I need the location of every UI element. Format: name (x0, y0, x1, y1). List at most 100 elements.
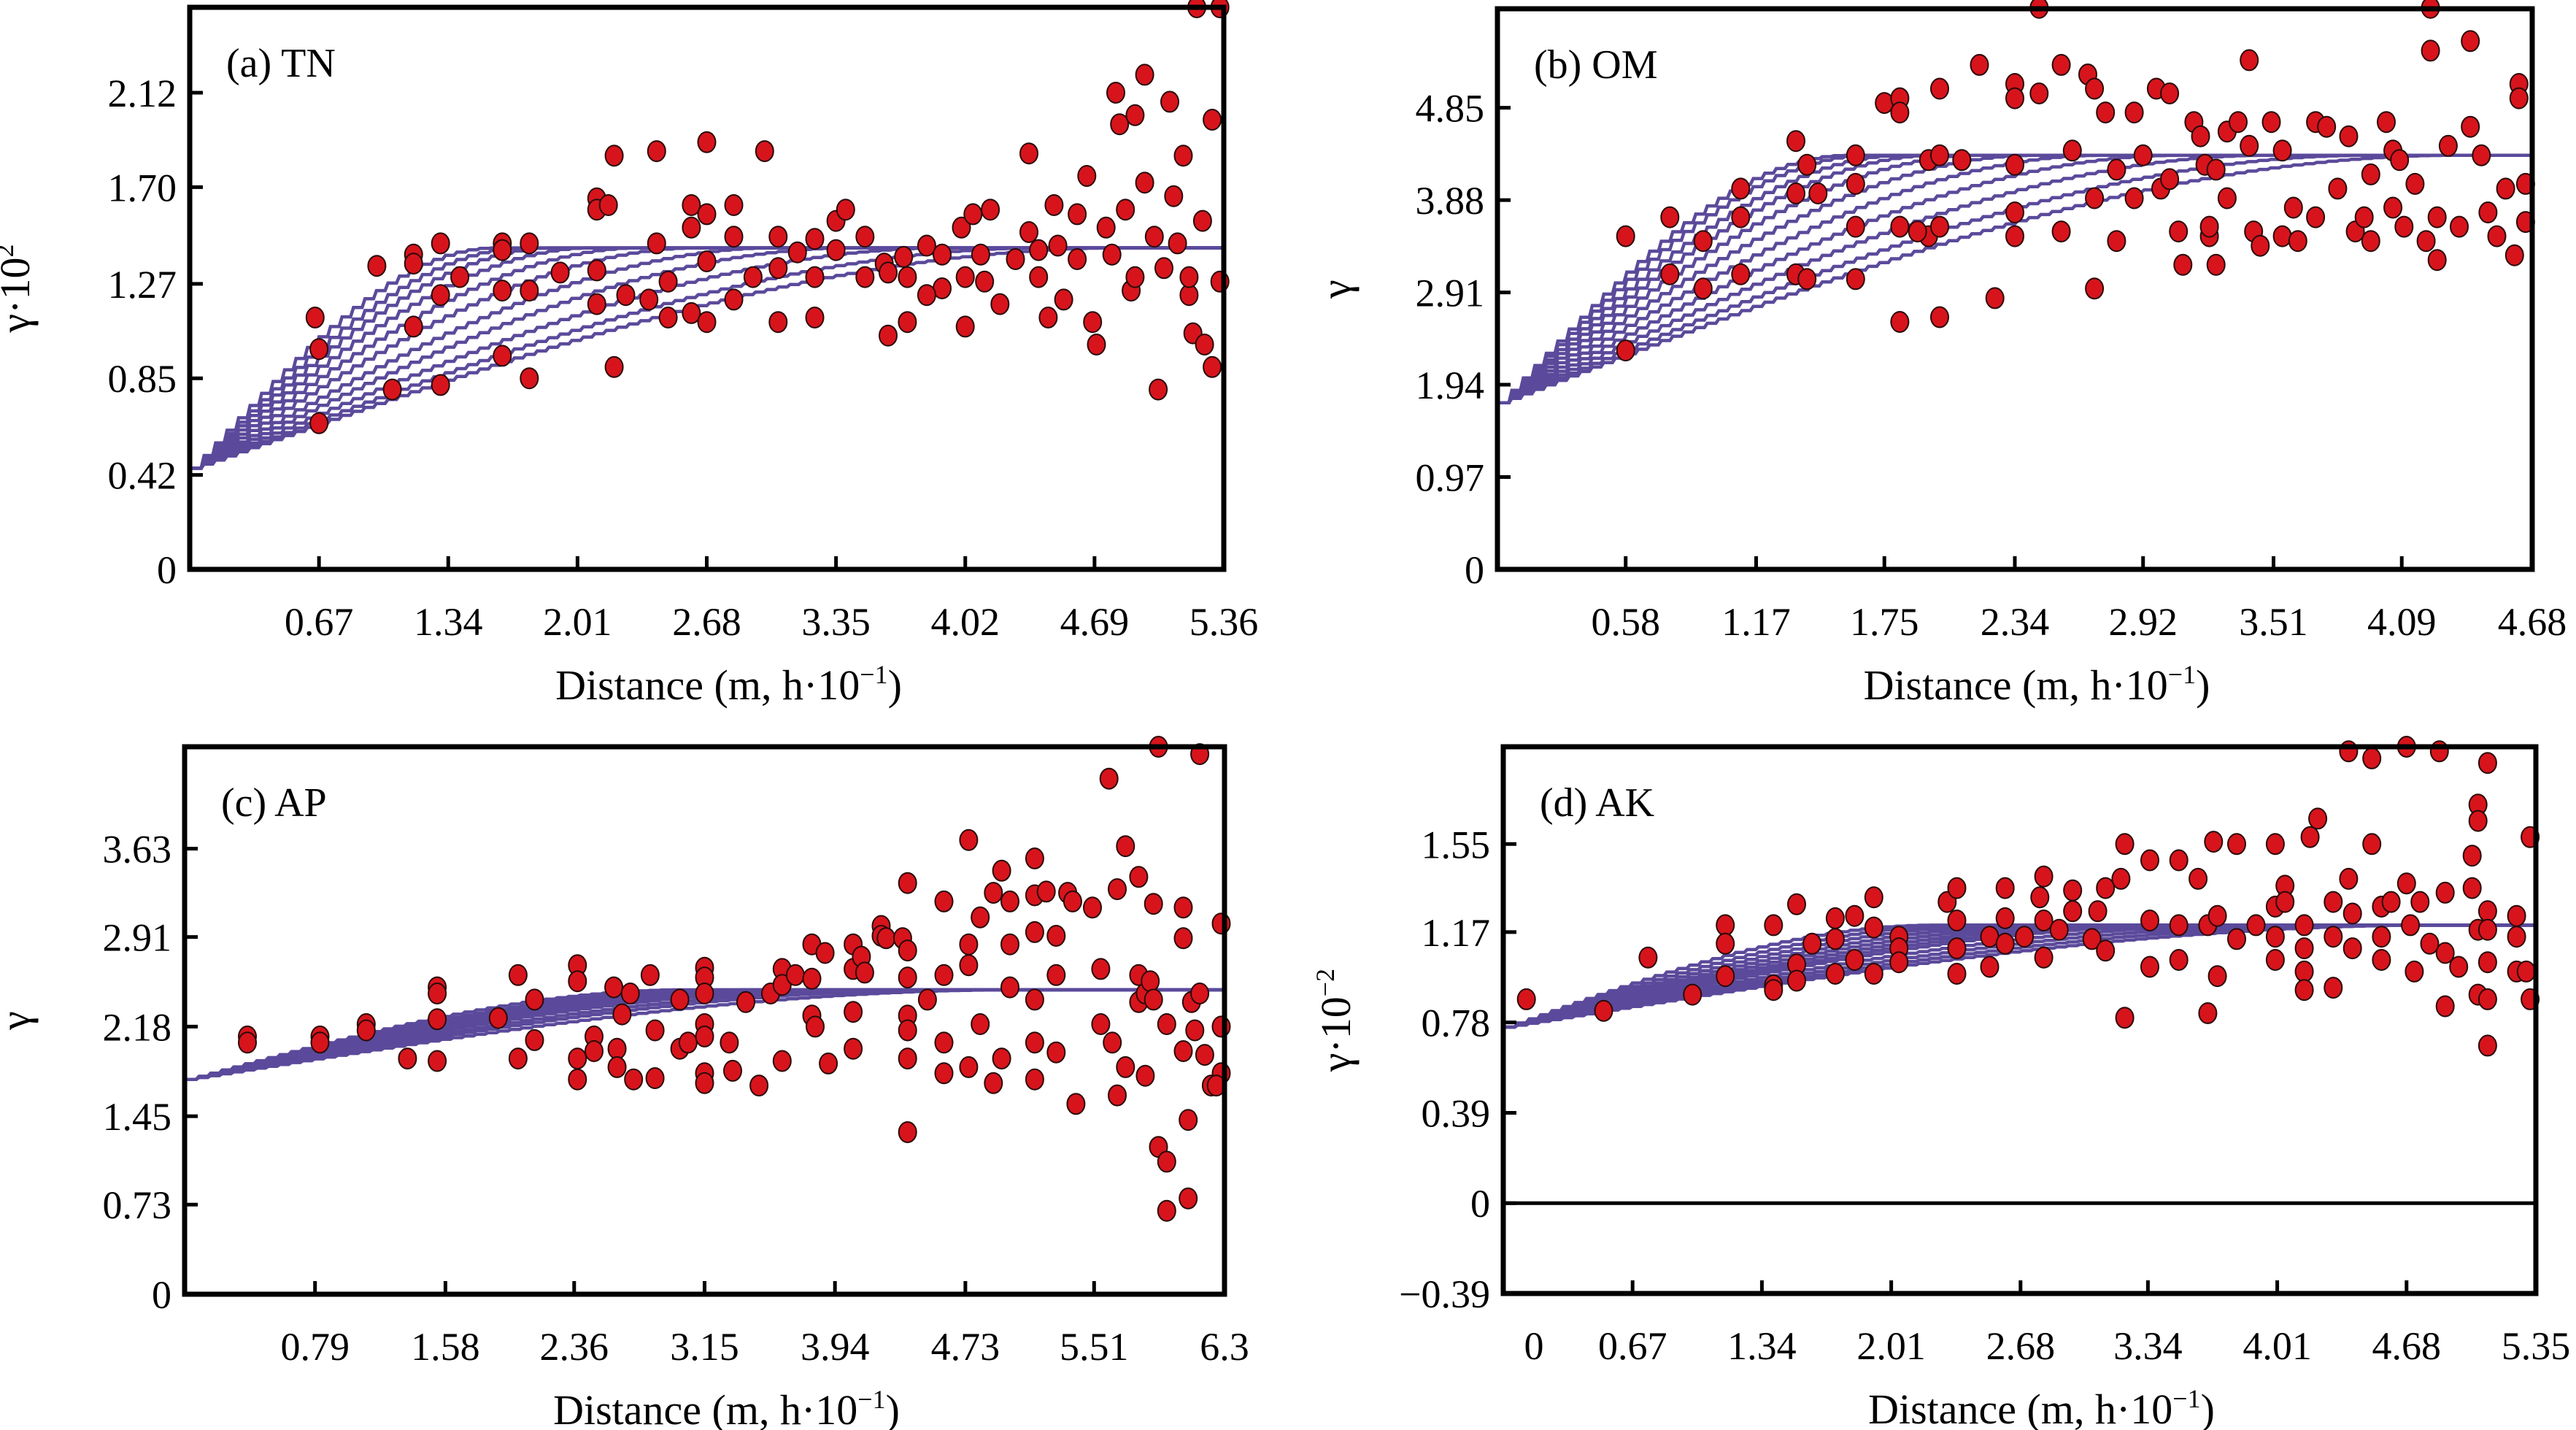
data-point (992, 859, 1011, 882)
data-point (894, 245, 914, 268)
x-tick-label: 1.17 (1721, 600, 1791, 644)
data-point (898, 1047, 917, 1070)
x-tick-label: 6.3 (1200, 1325, 1249, 1369)
data-point (2049, 918, 2069, 941)
data-point (898, 872, 917, 894)
data-point (238, 1031, 257, 1054)
data-point (2468, 810, 2488, 832)
data-point (1516, 988, 1536, 1010)
model-curve (1503, 923, 2536, 1029)
data-point (2034, 910, 2054, 931)
data-point (898, 1121, 917, 1143)
data-point (697, 250, 717, 272)
data-point (2478, 201, 2498, 223)
data-point (647, 232, 666, 255)
data-point (2361, 230, 2380, 253)
data-point (2477, 1034, 2497, 1057)
data-point (645, 1067, 665, 1089)
data-point (1683, 983, 1702, 1006)
y-tick-label: 1.45 (103, 1095, 172, 1139)
data-point (305, 307, 325, 328)
panel-title: (c) AP (221, 780, 327, 826)
x-tick-label: 2.68 (1986, 1324, 2056, 1368)
y-tick-label: 2.91 (1416, 272, 1485, 315)
data-point (1930, 215, 1949, 238)
data-point (2294, 960, 2314, 983)
data-point (431, 232, 450, 255)
data-point (2265, 833, 2285, 856)
data-point (1787, 893, 1806, 915)
data-point (933, 243, 952, 266)
data-point (1173, 896, 1193, 919)
data-point (2085, 77, 2105, 100)
data-point (670, 988, 690, 1011)
data-point (1173, 1040, 1193, 1062)
data-point (2169, 849, 2189, 872)
data-point (898, 1019, 917, 1042)
data-point (2416, 230, 2436, 253)
model-curve (185, 988, 1225, 1081)
data-point (2096, 101, 2116, 124)
data-point (2324, 977, 2343, 999)
data-point (2342, 937, 2362, 960)
model-curve (1497, 153, 2532, 405)
data-point (1845, 904, 1864, 927)
data-point (1019, 221, 1038, 243)
data-point (598, 194, 618, 216)
data-point (1845, 949, 1864, 971)
data-point (1786, 130, 1805, 153)
data-point (1192, 209, 1212, 232)
data-point (1036, 880, 1056, 903)
data-point (1083, 311, 1103, 334)
data-point (2288, 230, 2307, 253)
data-point (697, 131, 717, 153)
data-point (1995, 907, 2015, 929)
data-point (2240, 134, 2259, 157)
data-point (1890, 101, 1910, 124)
data-point (1157, 1199, 1176, 1222)
data-point (2421, 39, 2440, 62)
data-point (1168, 232, 1187, 255)
model-curve (1497, 153, 2532, 405)
data-point (2477, 918, 2497, 941)
data-point (1099, 767, 1119, 790)
data-point (2507, 904, 2526, 927)
data-point (1825, 928, 1845, 950)
model-curve (1497, 153, 2532, 405)
model-curves (190, 246, 1224, 470)
data-point (2140, 956, 2159, 978)
data-point (2294, 914, 2314, 937)
data-point (2496, 177, 2515, 200)
data-point (2140, 910, 2159, 931)
y-tick-label: 0 (1470, 1182, 1490, 1226)
data-point (1660, 206, 1680, 228)
data-point (805, 307, 825, 328)
data-point (805, 228, 825, 250)
data-point (2461, 30, 2480, 53)
data-point (1947, 963, 1967, 985)
data-point (2294, 937, 2314, 960)
data-point (1116, 835, 1135, 858)
data-point (934, 1031, 954, 1054)
data-point (1149, 378, 1168, 401)
data-point (2372, 926, 2391, 948)
data-point (309, 412, 329, 434)
panel-d: 0 0.67 1.34 2.01 2.68 3.34 4.01 4.68 5.35 −0.39 0 0… (1311, 736, 2570, 1430)
y-tick-label: 1.55 (1422, 823, 1491, 866)
data-point (1025, 988, 1044, 1011)
data-point (1786, 182, 1805, 204)
data-point (1195, 1044, 1214, 1066)
data-point (2449, 956, 2469, 978)
x-axis-title: Distance (m, h·10−1) (1864, 660, 2210, 709)
data-point (2372, 949, 2391, 971)
data-point (2410, 891, 2430, 913)
data-point (1083, 896, 1102, 919)
data-point (428, 983, 447, 1004)
x-tick-label: 3.35 (801, 600, 871, 644)
x-tick-label: 1.58 (411, 1325, 480, 1369)
data-point (2405, 960, 2424, 983)
x-axis-title: Distance (m, h·10−1) (555, 660, 902, 709)
data-point (955, 315, 975, 338)
data-point (2509, 87, 2529, 109)
